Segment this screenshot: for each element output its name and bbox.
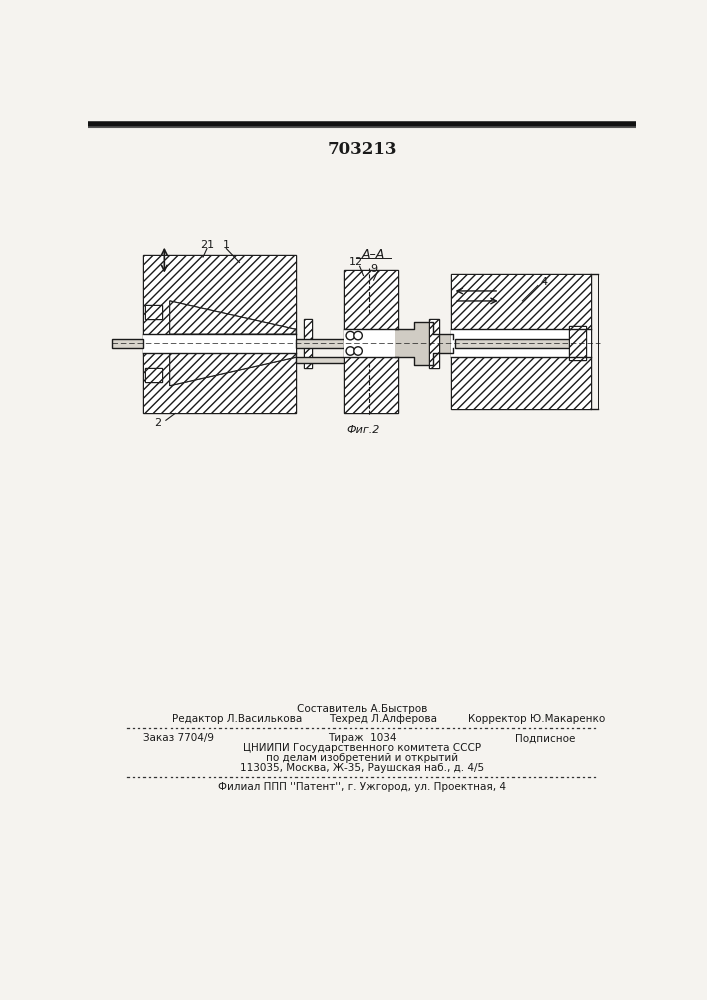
Text: 703213: 703213 xyxy=(327,141,397,158)
Polygon shape xyxy=(170,353,296,386)
Text: 2: 2 xyxy=(155,418,162,428)
Text: Фиг.2: Фиг.2 xyxy=(347,425,380,435)
Text: 113035, Москва, Ж-35, Раушская наб., д. 4/5: 113035, Москва, Ж-35, Раушская наб., д. … xyxy=(240,763,484,773)
Bar xyxy=(304,319,312,368)
Text: по делам изобретений и открытий: по делам изобретений и открытий xyxy=(266,753,458,763)
Bar xyxy=(344,270,398,413)
Bar xyxy=(296,339,383,348)
Bar xyxy=(429,319,438,368)
Bar xyxy=(304,319,312,368)
Circle shape xyxy=(346,347,355,355)
Text: 21: 21 xyxy=(200,240,214,250)
Circle shape xyxy=(354,347,363,355)
Text: ЦНИИПИ Государственного комитета СССР: ЦНИИПИ Государственного комитета СССР xyxy=(243,743,481,753)
Bar xyxy=(145,368,162,382)
Bar xyxy=(455,339,571,348)
Bar xyxy=(344,329,398,357)
Bar xyxy=(451,329,590,357)
Text: Составитель А.Быстров: Составитель А.Быстров xyxy=(297,704,427,714)
Bar xyxy=(145,368,162,382)
Polygon shape xyxy=(395,322,452,365)
Bar xyxy=(143,255,296,413)
Text: Заказ 7704/9: Заказ 7704/9 xyxy=(143,733,214,743)
Bar xyxy=(569,326,586,360)
Text: А–А: А–А xyxy=(362,248,385,261)
Text: Корректор Ю.Макаренко: Корректор Ю.Макаренко xyxy=(468,714,605,724)
Text: 4: 4 xyxy=(541,277,548,287)
Bar xyxy=(569,326,586,360)
Polygon shape xyxy=(170,301,296,334)
Bar xyxy=(145,305,162,319)
Text: 1: 1 xyxy=(223,240,230,250)
Bar xyxy=(344,270,398,413)
Text: Техред Л.Алферова: Техред Л.Алферова xyxy=(329,714,437,724)
Polygon shape xyxy=(170,301,296,334)
Text: Филиал ППП ''Патент'', г. Ужгород, ул. Проектная, 4: Филиал ППП ''Патент'', г. Ужгород, ул. П… xyxy=(218,782,506,792)
Text: 12: 12 xyxy=(349,257,363,267)
Bar xyxy=(451,274,590,409)
Text: Редактор Л.Василькова: Редактор Л.Василькова xyxy=(172,714,303,724)
Circle shape xyxy=(346,331,355,340)
Bar xyxy=(143,255,296,413)
Polygon shape xyxy=(170,353,296,386)
Text: Подписное: Подписное xyxy=(515,733,575,743)
Text: 9: 9 xyxy=(370,264,377,274)
Bar xyxy=(451,274,590,409)
Bar xyxy=(112,339,143,348)
Bar xyxy=(429,319,438,368)
Bar xyxy=(143,334,296,353)
Bar xyxy=(145,305,162,319)
Text: Тираж  1034: Тираж 1034 xyxy=(328,733,396,743)
Bar xyxy=(296,357,383,363)
Circle shape xyxy=(354,331,363,340)
